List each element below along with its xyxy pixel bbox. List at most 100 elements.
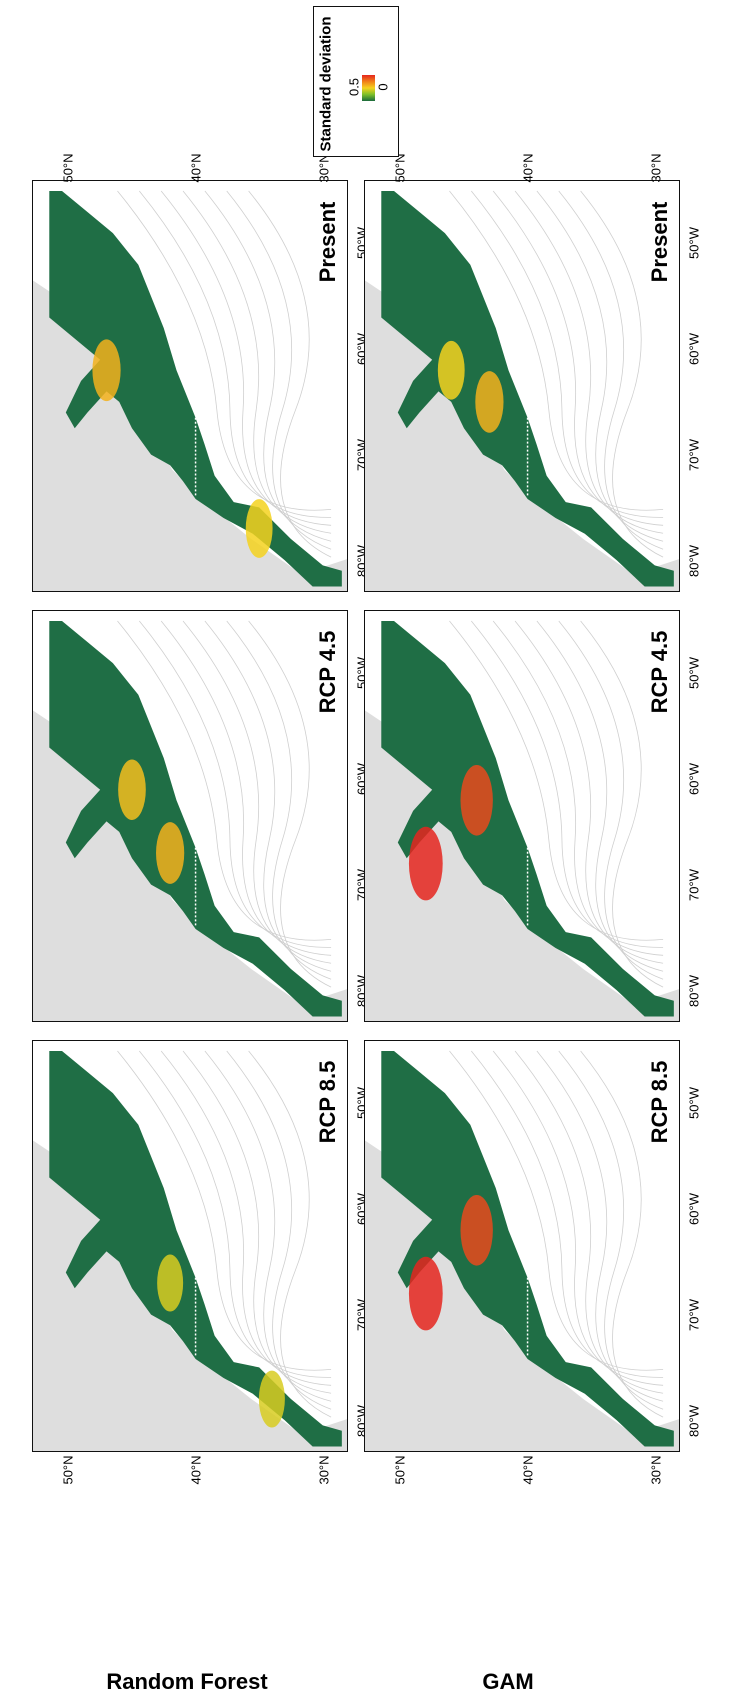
latitude-tick-label: 30°N — [648, 1455, 664, 1485]
legend: Standard deviation 0.5 0 — [313, 6, 399, 157]
sd-hotspot — [460, 764, 493, 836]
depth-contour — [204, 1050, 332, 1402]
sd-hotspot — [156, 822, 185, 884]
depth-contour — [471, 620, 664, 948]
latitude-tick-label: 40°N — [520, 153, 536, 183]
scenario-label: RCP 4.5 — [315, 630, 340, 714]
latitude-tick-label: 30°N — [316, 153, 332, 183]
longitude-tick-label: 70°W — [686, 1299, 702, 1331]
depth-contour — [580, 1050, 664, 1418]
sd-hotspot — [245, 499, 273, 558]
depth-contour — [226, 620, 332, 980]
legend-title: Standard deviation — [317, 16, 335, 152]
depth-contour — [248, 620, 332, 988]
sd-hotspot — [118, 759, 146, 820]
range-polygon — [49, 190, 342, 587]
longitude-tick-label: 80°W — [686, 545, 702, 577]
scenario-label: RCP 8.5 — [315, 1060, 340, 1144]
latitude-tick-label: 40°N — [188, 1455, 204, 1485]
land-area — [33, 611, 347, 1021]
sd-hotspot — [437, 340, 465, 400]
map-svg — [365, 611, 679, 1021]
map-svg — [365, 181, 679, 591]
depth-contour — [471, 190, 664, 518]
depth-contour — [248, 190, 332, 558]
latitude-tick-label: 50°N — [392, 1455, 408, 1485]
range-polygon — [381, 190, 674, 587]
depth-contour — [558, 1050, 664, 1410]
map-panel-random-forest-rcp-4-5 — [32, 610, 348, 1022]
sd-hotspot — [157, 1254, 184, 1312]
depth-contour — [160, 620, 332, 956]
model-label-gam: GAM — [482, 1669, 534, 1694]
legend-tick-min: 0 — [375, 83, 391, 91]
latitude-tick-label: 50°N — [392, 153, 408, 183]
map-svg — [33, 611, 347, 1021]
depth-contour — [160, 190, 332, 526]
sd-hotspot — [408, 826, 443, 901]
depth-contour — [160, 1050, 332, 1386]
range-polygon — [49, 620, 342, 1017]
longitude-tick-label: 60°W — [686, 333, 702, 365]
scenario-label: RCP 8.5 — [647, 1060, 672, 1144]
latitude-tick-label: 50°N — [60, 1455, 76, 1485]
land-area — [365, 181, 679, 591]
longitude-tick-label: 70°W — [686, 439, 702, 471]
depth-contour — [536, 620, 664, 972]
map-svg — [33, 181, 347, 591]
map-panel-gam-present — [364, 180, 680, 592]
range-polygon — [49, 1050, 342, 1447]
depth-contour — [248, 1050, 332, 1418]
depth-contour — [139, 620, 332, 948]
depth-contour — [492, 190, 664, 526]
depth-contour — [558, 190, 664, 550]
depth-contour — [204, 620, 332, 972]
depth-contour — [471, 1050, 664, 1378]
depth-contour — [536, 1050, 664, 1402]
map-panel-gam-rcp-8-5 — [364, 1040, 680, 1452]
longitude-tick-label: 80°W — [686, 1405, 702, 1437]
sd-hotspot — [92, 339, 121, 402]
land-area — [365, 611, 679, 1021]
depth-contour — [139, 1050, 332, 1378]
sd-hotspot — [408, 1256, 443, 1331]
sd-hotspot — [460, 1194, 493, 1266]
land-area — [33, 1041, 347, 1451]
depth-contour — [139, 190, 332, 518]
latitude-tick-label: 40°N — [520, 1455, 536, 1485]
land-area — [33, 181, 347, 591]
depth-contour — [226, 190, 332, 550]
land-area — [365, 1041, 679, 1451]
depth-contour — [226, 1050, 332, 1410]
map-svg — [365, 1041, 679, 1451]
depth-contour — [204, 190, 332, 542]
map-panel-random-forest-rcp-8-5 — [32, 1040, 348, 1452]
map-svg — [33, 1041, 347, 1451]
latitude-tick-label: 40°N — [188, 153, 204, 183]
scenario-label: RCP 4.5 — [647, 630, 672, 714]
depth-contour — [580, 620, 664, 988]
longitude-tick-label: 50°W — [686, 227, 702, 259]
depth-contour — [492, 620, 664, 956]
latitude-tick-label: 30°N — [648, 153, 664, 183]
model-label-random-forest: Random Forest — [106, 1669, 268, 1694]
longitude-tick-label: 60°W — [686, 763, 702, 795]
sd-hotspot — [475, 371, 504, 433]
depth-contour — [558, 620, 664, 980]
latitude-tick-label: 50°N — [60, 153, 76, 183]
range-polygon — [381, 620, 674, 1017]
depth-contour — [580, 190, 664, 558]
longitude-tick-label: 80°W — [686, 975, 702, 1007]
sd-hotspot — [258, 1370, 285, 1428]
range-polygon — [381, 1050, 674, 1447]
depth-contour — [492, 1050, 664, 1386]
scenario-label: Present — [647, 201, 672, 283]
longitude-tick-label: 50°W — [686, 1087, 702, 1119]
map-panel-gam-rcp-4-5 — [364, 610, 680, 1022]
legend-tick-max: 0.5 — [346, 77, 362, 97]
depth-contour — [536, 190, 664, 542]
longitude-tick-label: 60°W — [686, 1193, 702, 1225]
map-panel-random-forest-present — [32, 180, 348, 592]
longitude-tick-label: 50°W — [686, 657, 702, 689]
longitude-tick-label: 70°W — [686, 869, 702, 901]
